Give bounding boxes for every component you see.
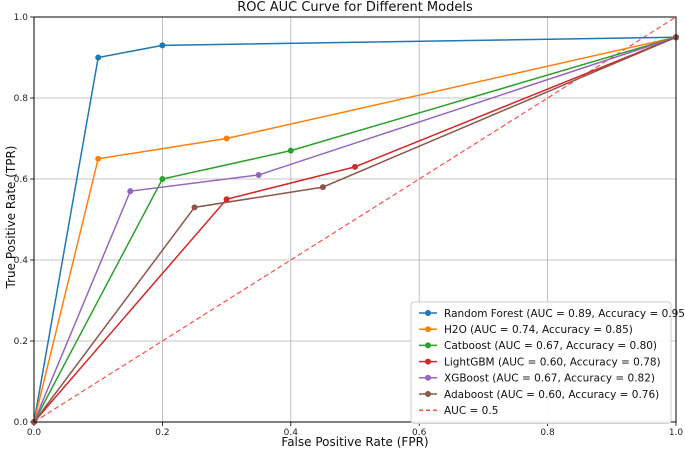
legend: Random Forest (AUC = 0.89, Accuracy = 0.… — [410, 301, 685, 424]
data-point — [159, 176, 166, 182]
plot-frame — [33, 16, 677, 423]
data-point — [319, 184, 326, 191]
series-line-1 — [33, 36, 677, 423]
x-tick-label: 0.2 — [155, 428, 169, 438]
legend-label: AUC = 0.5 — [444, 405, 498, 417]
x-tick-label: 0.6 — [412, 428, 427, 438]
legend-box — [410, 301, 672, 424]
legend-label: XGBoost (AUC = 0.67, Accuracy = 0.82) — [444, 373, 655, 385]
legend-label: H2O (AUC = 0.74, Accuracy = 0.85) — [444, 324, 633, 336]
data-point — [127, 188, 134, 195]
legend-marker — [425, 342, 431, 349]
legend-marker — [425, 310, 431, 316]
legend-label: Catboost (AUC = 0.67, Accuracy = 0.80) — [444, 340, 657, 352]
data-point — [95, 54, 102, 61]
data-point — [95, 155, 102, 162]
x-tick-label: 1.0 — [669, 428, 684, 438]
legend-marker — [425, 326, 431, 333]
data-point — [352, 163, 358, 170]
y-tick-label: 0.2 — [14, 337, 28, 347]
x-tick-label: 0.8 — [540, 428, 555, 438]
data-point — [159, 42, 166, 49]
series-line-0 — [33, 36, 677, 423]
y-tick-label: 1.0 — [14, 13, 29, 23]
y-tick-label: 0.0 — [14, 418, 29, 428]
y-tick-label: 0.8 — [14, 94, 29, 104]
y-tick-label: 0.6 — [14, 175, 29, 185]
data-point — [223, 135, 230, 142]
series-line-3 — [33, 36, 677, 423]
legend-label: Adaboost (AUC = 0.60, Accuracy = 0.76) — [444, 389, 659, 401]
legend-marker — [425, 358, 431, 365]
series-line-2 — [33, 36, 677, 423]
legend-label: Random Forest (AUC = 0.89, Accuracy = 0.… — [444, 308, 685, 320]
legend-marker — [425, 374, 431, 381]
data-point — [255, 171, 262, 178]
y-axis-label: True Positive Rate (TPR) — [4, 146, 18, 290]
data-point — [223, 196, 230, 203]
x-tick-label: 0.4 — [284, 428, 299, 438]
data-point — [191, 204, 198, 211]
series-line-5 — [33, 36, 677, 423]
reference-line — [33, 16, 677, 423]
series-line-4 — [33, 36, 677, 423]
x-tick-label: 0.0 — [27, 428, 42, 438]
legend-marker — [425, 391, 431, 397]
series-layer — [31, 16, 679, 425]
x-axis-label: False Positive Rate (FPR) — [281, 435, 428, 449]
y-tick-label: 0.4 — [14, 256, 29, 266]
chart-title: ROC AUC Curve for Different Models — [237, 0, 473, 15]
data-point — [287, 147, 294, 154]
legend-label: LightGBM (AUC = 0.60, Accuracy = 0.78) — [444, 356, 661, 368]
